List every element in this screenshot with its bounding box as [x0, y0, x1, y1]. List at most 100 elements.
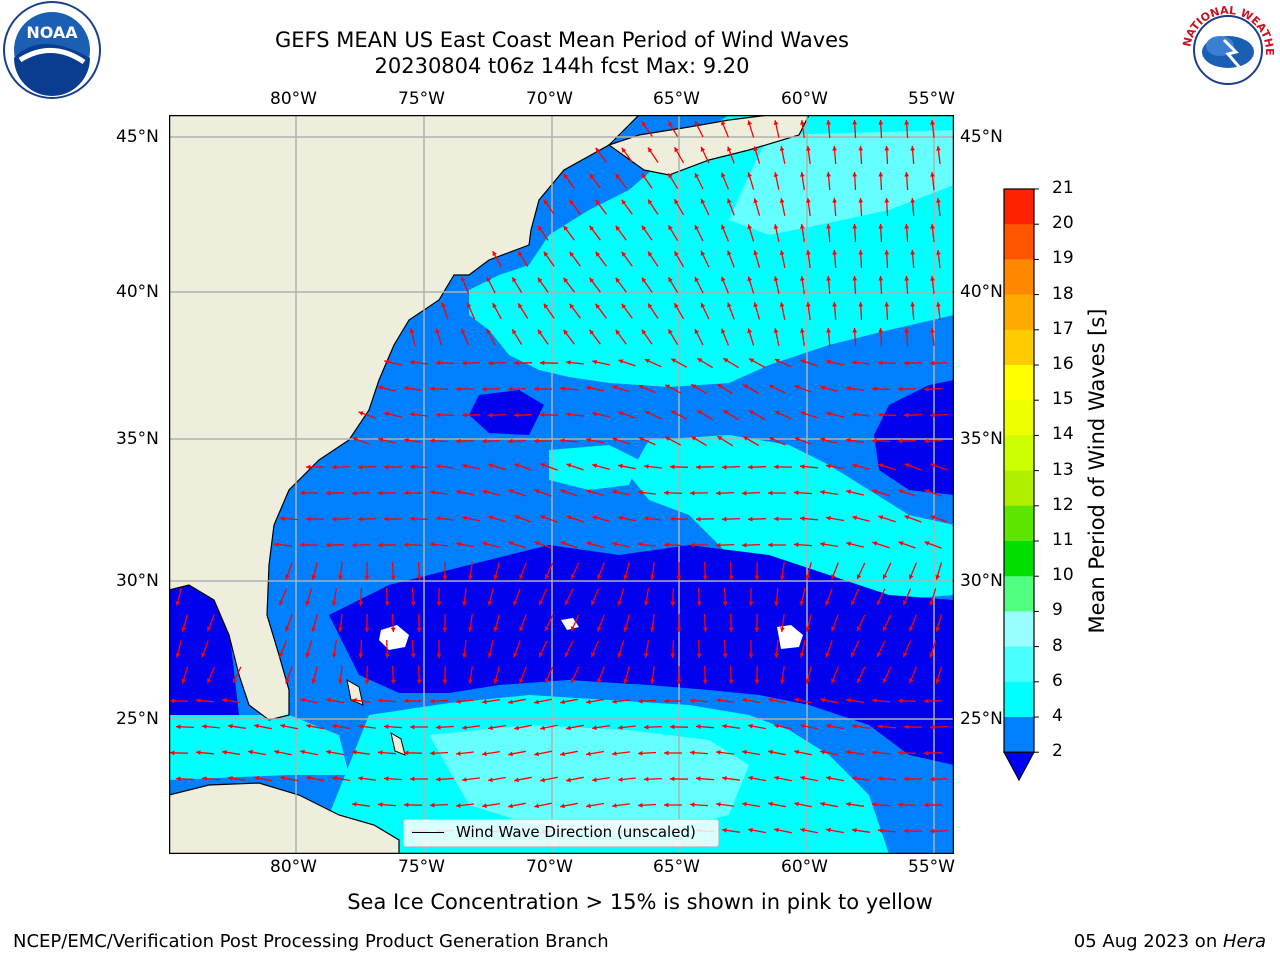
wave-direction-arrowhead — [358, 653, 364, 658]
wave-direction-arrowhead — [543, 303, 549, 309]
wave-direction-arrowhead — [409, 328, 415, 333]
wave-direction-arrowhead — [621, 199, 627, 205]
wave-direction-arrowhead — [352, 802, 357, 807]
wave-direction-arrowhead — [721, 172, 726, 178]
wave-direction-arrowhead — [410, 412, 415, 417]
wave-direction-arrowhead — [832, 146, 837, 151]
wave-direction-arrowhead — [493, 678, 499, 684]
wave-direction-arrowhead — [668, 173, 673, 179]
wave-direction-arrowhead — [508, 751, 513, 757]
wave-direction-arrowhead — [832, 302, 837, 307]
colorbar-tick-label: 17 — [1052, 318, 1074, 339]
wave-direction-arrowhead — [910, 146, 915, 151]
wave-direction-arrowhead — [648, 303, 653, 309]
wave-direction-arrowhead — [696, 724, 701, 729]
wave-direction-arrowhead — [648, 147, 653, 153]
wave-direction-arrowhead — [747, 224, 752, 230]
wave-direction-arrowhead — [564, 600, 570, 606]
wave-direction-arrowhead — [384, 653, 390, 658]
wave-direction-arrowhead — [537, 277, 543, 283]
wave-direction-arrowhead — [924, 802, 929, 808]
wave-direction-arrowhead — [595, 147, 601, 153]
wave-direction-arrowhead — [228, 723, 233, 729]
light-cyan-region-north — [729, 130, 954, 235]
lon-label-bottom-75w: 75°W — [398, 857, 445, 877]
chart-subtitle: 20230804 t06z 144h fcst Max: 9.20 — [374, 54, 750, 78]
wave-direction-arrowhead — [364, 627, 370, 632]
wave-direction-arrowhead — [768, 490, 773, 496]
wave-direction-arrowhead — [430, 542, 435, 547]
wave-direction-arrowhead — [794, 697, 799, 703]
wave-direction-arrowhead — [196, 698, 201, 703]
sea-ice-note: Sea Ice Concentration > 15% is shown in … — [347, 890, 933, 914]
wave-direction-arrowhead — [331, 601, 337, 606]
wave-direction-arrowhead — [338, 679, 343, 684]
legend-text: Wind Wave Direction (unscaled) — [456, 823, 696, 841]
wave-direction-arrowhead — [621, 303, 627, 309]
wave-direction-arrowhead — [826, 411, 831, 417]
wave-direction-arrowhead — [280, 516, 285, 522]
wave-direction-arrowhead — [488, 515, 494, 520]
wave-direction-arrowhead — [326, 490, 331, 496]
wave-direction-arrowhead — [591, 652, 596, 658]
wave-direction-arrowhead — [924, 438, 929, 444]
wave-direction-arrowhead — [909, 678, 914, 684]
cyan-region-central — [629, 435, 954, 600]
wave-direction-arrowhead — [300, 490, 305, 496]
wave-direction-arrowhead — [904, 328, 910, 333]
wave-direction-arrowhead — [641, 277, 647, 283]
wave-direction-arrowhead — [644, 410, 650, 416]
wave-direction-arrowhead — [852, 724, 857, 729]
wave-direction-arrowhead — [617, 652, 622, 658]
wave-direction-arrowhead — [904, 515, 910, 520]
wave-direction-arrowhead — [929, 600, 934, 606]
wave-direction-arrowhead — [305, 652, 310, 658]
wave-direction-arrowhead — [723, 358, 729, 363]
lon-label-top-55w: 55°W — [908, 89, 955, 109]
wave-direction-arrowhead — [727, 250, 732, 256]
wave-direction-arrowhead — [462, 360, 467, 366]
wave-direction-arrowhead — [378, 802, 383, 807]
wave-direction-arrowhead — [560, 803, 565, 809]
wave-direction-arrowhead — [306, 775, 311, 781]
wave-direction-arrowhead — [513, 652, 518, 658]
wave-direction-arrowhead — [691, 384, 697, 389]
wave-direction-arrowhead — [716, 698, 721, 703]
wave-direction-arrowhead — [884, 250, 890, 255]
wave-direction-arrowhead — [696, 464, 701, 470]
wave-direction-arrowhead — [487, 652, 493, 658]
wave-direction-arrowhead — [589, 329, 595, 335]
wave-direction-arrowhead — [512, 329, 517, 335]
wave-direction-arrowhead — [170, 750, 175, 756]
wave-direction-arrowhead — [852, 224, 858, 229]
wave-direction-arrowhead — [566, 725, 571, 731]
wave-direction-arrowhead — [332, 723, 337, 729]
wave-direction-arrowhead — [569, 251, 575, 257]
wave-direction-arrowhead — [462, 601, 467, 606]
wave-direction-arrowhead — [930, 224, 935, 229]
wave-direction-arrowhead — [358, 411, 364, 416]
wave-direction-arrowhead — [826, 276, 831, 281]
wave-direction-arrowhead — [514, 360, 519, 366]
wave-direction-arrowhead — [384, 724, 389, 730]
wave-direction-arrowhead — [638, 802, 643, 808]
wave-direction-arrowhead — [721, 328, 726, 334]
land-bahamas-1 — [346, 679, 364, 706]
wave-direction-arrowhead — [540, 515, 546, 520]
wave-direction-arrowhead — [779, 250, 785, 255]
wave-direction-arrowhead — [508, 489, 514, 494]
wave-direction-arrowhead — [800, 276, 805, 281]
wave-direction-arrowhead — [410, 601, 416, 606]
wave-direction-arrowhead — [338, 575, 343, 580]
wave-direction-arrowhead — [800, 411, 806, 416]
wave-direction-arrowhead — [878, 120, 884, 125]
wave-direction-arrowhead — [436, 360, 441, 366]
wave-direction-arrowhead — [570, 678, 576, 684]
wave-direction-arrowhead — [586, 437, 591, 443]
wave-direction-arrowhead — [534, 751, 539, 757]
wave-direction-arrowhead — [780, 679, 785, 684]
wave-direction-arrowhead — [612, 803, 617, 808]
wave-direction-arrowhead — [228, 775, 233, 781]
wave-direction-arrowhead — [930, 276, 935, 281]
wave-direction-arrowhead — [468, 627, 473, 632]
